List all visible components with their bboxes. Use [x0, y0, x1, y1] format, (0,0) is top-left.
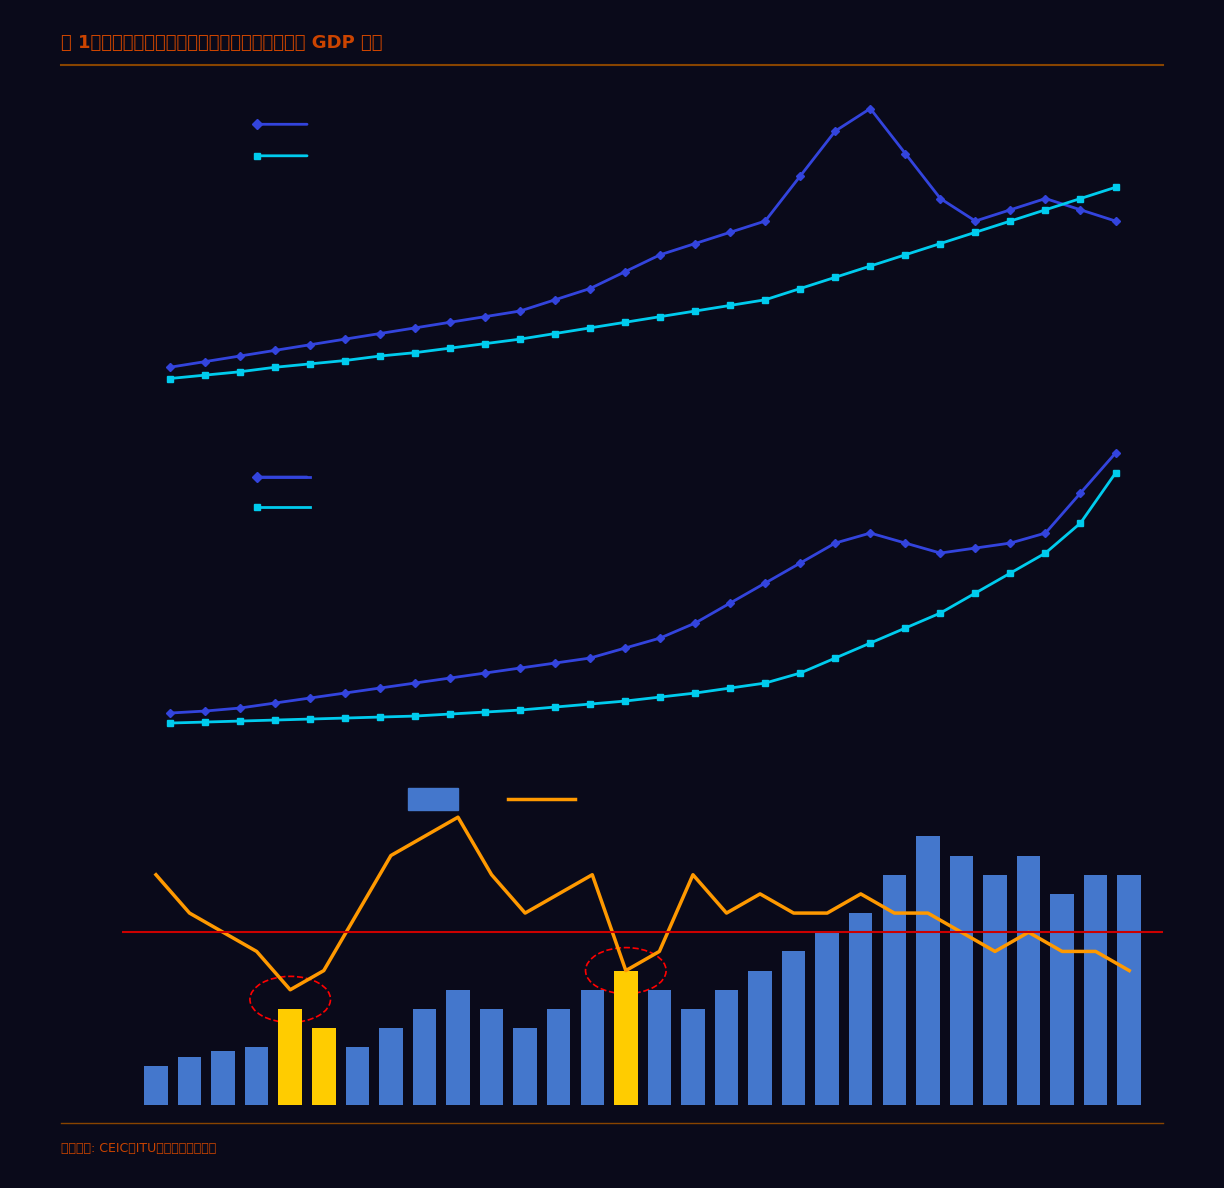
Bar	[177, 1057, 201, 1105]
Bar	[278, 1009, 302, 1105]
Bar	[379, 1028, 403, 1105]
Bar	[916, 836, 940, 1105]
Bar	[647, 990, 671, 1105]
FancyBboxPatch shape	[408, 788, 458, 809]
Bar	[983, 874, 1006, 1105]
Bar	[950, 855, 973, 1105]
Bar	[412, 1009, 436, 1105]
Bar	[245, 1048, 268, 1105]
Bar	[1118, 874, 1141, 1105]
Bar	[447, 990, 470, 1105]
Text: 图 1：发达国家电信投资与用户普及率相关性强于 GDP 增速: 图 1：发达国家电信投资与用户普及率相关性强于 GDP 增速	[61, 33, 383, 51]
Bar	[682, 1009, 705, 1105]
Bar	[580, 990, 603, 1105]
Bar	[144, 1067, 168, 1105]
Bar	[782, 952, 805, 1105]
Bar	[547, 1009, 570, 1105]
Bar	[815, 933, 838, 1105]
Bar	[1050, 893, 1073, 1105]
Bar	[345, 1048, 370, 1105]
Bar	[513, 1028, 537, 1105]
Bar	[849, 914, 873, 1105]
Bar	[312, 1028, 335, 1105]
Text: 资料来源: CEIC，ITU，中金公司研究部: 资料来源: CEIC，ITU，中金公司研究部	[61, 1143, 217, 1156]
Bar	[614, 971, 638, 1105]
Bar	[1084, 874, 1108, 1105]
Bar	[212, 1051, 235, 1105]
Bar	[1017, 855, 1040, 1105]
Bar	[883, 874, 906, 1105]
Bar	[748, 971, 772, 1105]
Bar	[715, 990, 738, 1105]
Bar	[480, 1009, 503, 1105]
